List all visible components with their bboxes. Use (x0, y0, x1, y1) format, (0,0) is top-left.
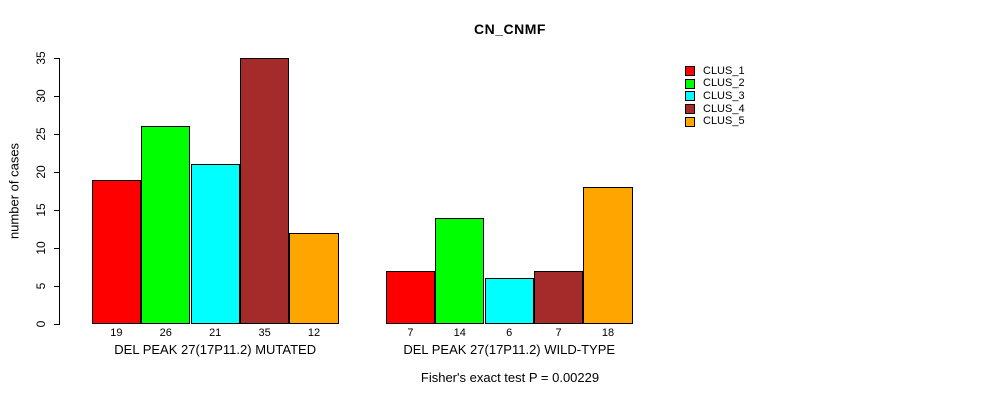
group-label: DEL PEAK 27(17P11.2) WILD-TYPE (403, 342, 616, 357)
legend-label: CLUS_1 (703, 64, 745, 77)
legend-label: CLUS_3 (703, 89, 745, 102)
bar-value-label: 7 (407, 327, 414, 339)
legend-swatch-clus_4 (685, 104, 695, 115)
y-tick-mark (54, 134, 59, 135)
bar-value-label: 7 (555, 327, 562, 339)
bar-value-label: 18 (601, 327, 615, 339)
bar-clus_1 (385, 270, 436, 324)
bar-clus_5 (583, 187, 633, 324)
y-tick-label: 20 (34, 165, 48, 179)
bar-clus_4 (239, 58, 290, 324)
y-tick-mark (54, 58, 59, 59)
y-axis-title: number of cases (6, 142, 22, 240)
y-tick-label: 0 (34, 320, 48, 328)
legend-label: CLUS_4 (703, 102, 745, 115)
bar-value-label: 12 (307, 327, 321, 339)
legend-swatch-clus_3 (685, 91, 695, 102)
bar-value-label: 21 (209, 327, 222, 339)
bar-value-label: 26 (159, 327, 172, 339)
legend-swatch-clus_1 (685, 66, 695, 76)
bar-clus_3 (190, 164, 240, 324)
bar-value-label: 6 (506, 327, 513, 339)
y-tick-label: 30 (34, 89, 48, 103)
y-tick-mark (54, 324, 59, 325)
bar-value-label: 19 (110, 327, 123, 339)
legend-swatch-clus_5 (685, 116, 695, 127)
bar-value-label: 14 (453, 327, 466, 339)
bar-clus_4 (533, 270, 584, 324)
y-tick-label: 35 (34, 51, 48, 65)
bar-clus_2 (435, 217, 485, 324)
y-tick-label: 25 (34, 127, 48, 141)
bar-clus_2 (141, 126, 191, 324)
chart-title: CN_CNMF (474, 21, 546, 37)
bar-clus_1 (91, 179, 142, 324)
y-tick-label: 10 (34, 241, 48, 255)
bar-value-label: 35 (258, 327, 271, 339)
bar-clus_5 (289, 232, 339, 324)
legend-label: CLUS_5 (703, 115, 745, 128)
bar-clus_3 (484, 278, 534, 324)
y-tick-mark (54, 286, 59, 287)
y-tick-label: 15 (34, 203, 48, 217)
legend-swatch-clus_2 (685, 78, 695, 89)
y-tick-mark (54, 96, 59, 97)
y-tick-mark (54, 248, 59, 249)
y-tick-label: 5 (34, 282, 48, 290)
y-tick-mark (54, 172, 59, 173)
fisher-test-annotation: Fisher's exact test P = 0.00229 (420, 370, 600, 385)
y-axis-line (59, 58, 60, 325)
legend-label: CLUS_2 (703, 77, 745, 90)
group-label: DEL PEAK 27(17P11.2) MUTATED (114, 342, 317, 357)
y-tick-mark (54, 210, 59, 211)
